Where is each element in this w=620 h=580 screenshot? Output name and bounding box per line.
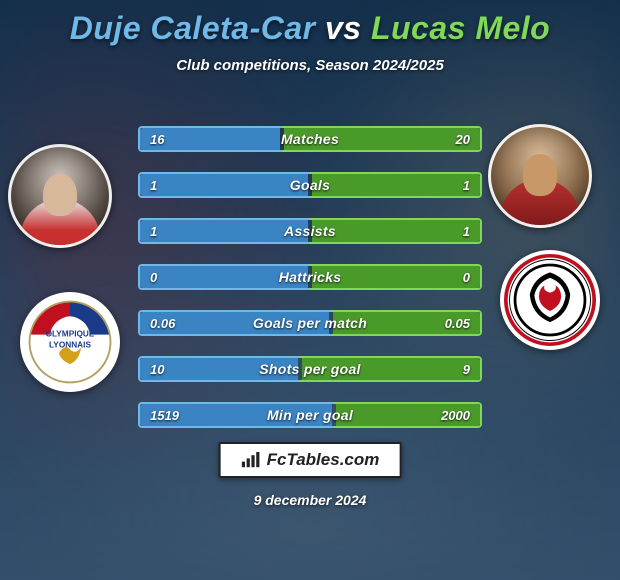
stat-row: 11Goals <box>138 172 482 198</box>
stat-label: Hattricks <box>138 264 482 290</box>
svg-text:LYONNAIS: LYONNAIS <box>49 341 91 350</box>
lyon-logo-icon: OLYMPIQUE LYONNAIS <box>24 296 116 388</box>
title-player2: Lucas Melo <box>371 10 550 46</box>
stat-row: 15192000Min per goal <box>138 402 482 428</box>
player1-portrait <box>8 144 112 248</box>
player1-head <box>43 174 77 216</box>
svg-text:OLYMPIQUE: OLYMPIQUE <box>46 329 95 338</box>
stat-label: Goals <box>138 172 482 198</box>
brand-chart-icon <box>241 452 261 468</box>
comparison-card: Duje Caleta-Car vs Lucas Melo Club compe… <box>0 0 620 580</box>
stat-row: 109Shots per goal <box>138 356 482 382</box>
title-vs: vs <box>325 10 362 46</box>
frankfurt-logo-icon <box>504 254 596 346</box>
stat-label: Assists <box>138 218 482 244</box>
title-player1: Duje Caleta-Car <box>70 10 316 46</box>
subtitle: Club competitions, Season 2024/2025 <box>0 57 620 74</box>
title: Duje Caleta-Car vs Lucas Melo <box>0 10 620 47</box>
stat-row: 1620Matches <box>138 126 482 152</box>
stat-label: Min per goal <box>138 402 482 428</box>
stat-bars: 1620Matches 11Goals 11Assists 00Hattricks 0.… <box>138 126 482 448</box>
stat-row: 00Hattricks <box>138 264 482 290</box>
stat-label: Matches <box>138 126 482 152</box>
player2-club-logo <box>500 250 600 350</box>
stat-label: Shots per goal <box>138 356 482 382</box>
player2-head <box>523 154 557 196</box>
stat-row: 0.060.05Goals per match <box>138 310 482 336</box>
stat-label: Goals per match <box>138 310 482 336</box>
date-text: 9 december 2024 <box>0 492 620 508</box>
brand-text: FcTables.com <box>267 450 380 470</box>
brand-badge: FcTables.com <box>219 442 402 478</box>
player1-club-logo: OLYMPIQUE LYONNAIS <box>20 292 120 392</box>
stat-row: 11Assists <box>138 218 482 244</box>
player2-portrait <box>488 124 592 228</box>
